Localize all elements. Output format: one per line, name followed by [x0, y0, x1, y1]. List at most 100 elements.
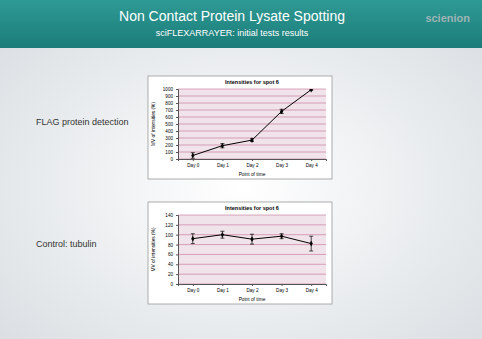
error-bar-cap — [250, 234, 254, 235]
marker — [280, 233, 283, 239]
tick-mark — [252, 159, 253, 161]
error-bar-cap — [220, 238, 224, 239]
marker — [280, 109, 283, 115]
chart-title: Intensities for spot 6 — [225, 79, 279, 85]
line — [193, 235, 311, 244]
plot: 01002003004005006007008009001000Day 0Day… — [163, 87, 327, 168]
slide-title: Non Contact Protein Lysate Spotting — [119, 8, 345, 24]
tick-mark — [176, 264, 178, 265]
error-bar — [280, 234, 284, 239]
error-bar-cap — [309, 236, 313, 237]
tick: Day 4 — [306, 159, 318, 168]
grid-line — [178, 152, 326, 153]
tick-mark — [252, 284, 253, 286]
grid-line — [178, 244, 326, 245]
tick-mark — [176, 138, 178, 139]
tick-label: 80 — [168, 243, 174, 248]
axis-line — [179, 285, 327, 287]
axis-line — [179, 160, 327, 162]
tick-label: Day 3 — [276, 288, 288, 293]
grid-line — [178, 254, 326, 255]
tick: Day 4 — [306, 284, 318, 293]
tick-label: 200 — [165, 143, 173, 148]
error-bar — [191, 153, 195, 159]
tick: Day 1 — [217, 159, 229, 168]
plot: 020406080100120140Day 0Day 1Day 2Day 3Da… — [165, 213, 326, 293]
tick: 500 — [165, 122, 178, 127]
chart-frame — [148, 76, 332, 179]
grid-line — [178, 131, 326, 132]
tick-mark — [176, 131, 178, 132]
tick: Day 0 — [187, 159, 199, 168]
tick: Day 1 — [217, 284, 229, 293]
chart: Intensities for spot 6020406080100120140… — [148, 202, 332, 304]
tick-label: 0 — [170, 282, 173, 287]
tick-mark — [176, 110, 178, 111]
grid-line — [178, 215, 326, 216]
x-axis: Day 0 Day 1 Day 2 Day 3 Day 4 — [179, 159, 327, 168]
tick-label: 700 — [165, 108, 173, 113]
chart-title: Intensities for spot 6 — [225, 205, 279, 211]
marker — [250, 137, 253, 143]
grid — [178, 215, 326, 284]
chart-frame — [148, 202, 332, 304]
tick-label: 400 — [165, 129, 173, 134]
grid-line — [178, 103, 326, 104]
marker — [310, 241, 313, 247]
error-bar — [250, 234, 254, 244]
tick-mark — [282, 159, 283, 161]
tick-label: 1000 — [163, 87, 174, 92]
grid-line — [178, 124, 326, 125]
tick-mark — [176, 284, 178, 285]
error-bar — [191, 234, 195, 244]
tick-label: 100 — [165, 150, 173, 155]
x-axis: Day 0Day 1Day 2Day 3Day 4 — [179, 284, 327, 293]
axis-line — [176, 90, 179, 160]
tick-mark — [176, 145, 178, 146]
tick: Day 2 — [246, 159, 258, 168]
tick-mark — [176, 159, 178, 160]
grid-line — [178, 145, 326, 146]
grid — [178, 89, 326, 159]
tick-label: Day 4 — [306, 288, 318, 293]
grid-line — [178, 110, 326, 111]
tick-mark — [176, 235, 178, 236]
tick-mark — [176, 215, 178, 216]
y-axis: 020406080100120140 — [165, 213, 178, 287]
tick: Day 3 — [276, 284, 288, 293]
tick: 60 — [168, 252, 178, 257]
error-bar — [220, 144, 224, 148]
tick-label: 60 — [168, 252, 174, 257]
tick-mark — [176, 89, 178, 90]
marker — [221, 143, 224, 149]
tick: Day 0 — [187, 284, 199, 293]
background — [0, 0, 482, 339]
marker — [310, 89, 313, 92]
tick: 140 — [165, 213, 178, 218]
tick: 40 — [168, 262, 178, 267]
tick-label: Day 4 — [306, 163, 318, 168]
tick-mark — [311, 159, 312, 161]
tick-label: Day 3 — [276, 163, 288, 168]
tick: 100 — [165, 150, 178, 155]
tick-mark — [193, 284, 194, 286]
plot-background — [178, 215, 326, 284]
y-axis-title: MV of intensities (%) — [151, 102, 156, 146]
tick-mark — [222, 159, 223, 161]
tick-mark — [176, 245, 178, 246]
tick-mark — [176, 124, 178, 125]
tick-mark — [176, 96, 178, 97]
error-bar — [309, 236, 313, 251]
tick: 800 — [165, 101, 178, 106]
marks — [191, 89, 313, 158]
axis-line — [176, 216, 179, 285]
panel-label: Control: tubulin — [36, 239, 97, 249]
tick-label: 300 — [165, 136, 173, 141]
tick-mark — [176, 254, 178, 255]
tick-label: Day 1 — [217, 288, 229, 293]
tick-mark — [193, 159, 194, 161]
tick: 120 — [165, 223, 178, 228]
tick-label: Day 2 — [246, 163, 258, 168]
tick: 400 — [165, 129, 178, 134]
panel-label: FLAG protein detection — [36, 117, 129, 127]
